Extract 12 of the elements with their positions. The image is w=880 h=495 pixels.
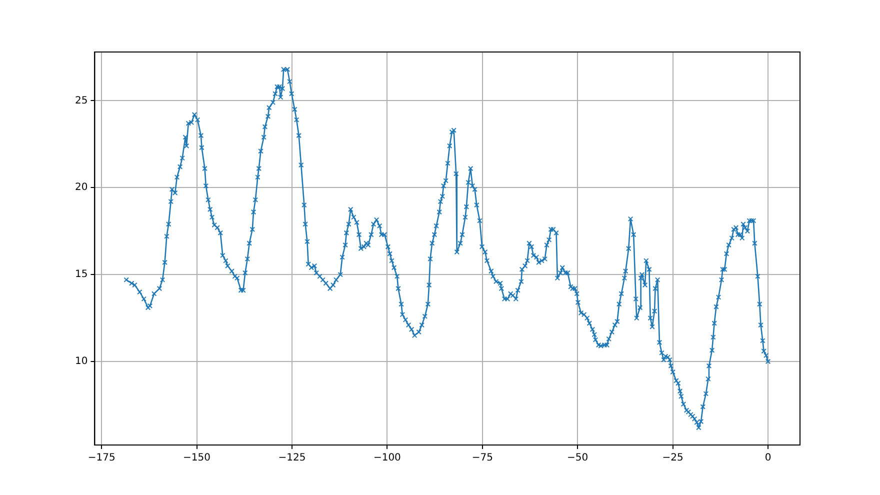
y-tick-label: 10 bbox=[74, 356, 88, 368]
x-tick-label: 0 bbox=[764, 452, 772, 464]
x-tick-label: −75 bbox=[472, 452, 493, 464]
x-tick-label: −150 bbox=[183, 452, 211, 464]
y-tick-label: 25 bbox=[74, 95, 88, 106]
y-tick-label: 15 bbox=[74, 269, 88, 280]
x-tick-label: −175 bbox=[88, 452, 116, 464]
x-tick-label: −125 bbox=[278, 452, 306, 464]
x-tick-label: −100 bbox=[373, 452, 401, 464]
y-tick-label: 20 bbox=[74, 182, 88, 194]
x-tick-label: −25 bbox=[662, 452, 684, 464]
x-tick-label: −50 bbox=[567, 452, 588, 464]
